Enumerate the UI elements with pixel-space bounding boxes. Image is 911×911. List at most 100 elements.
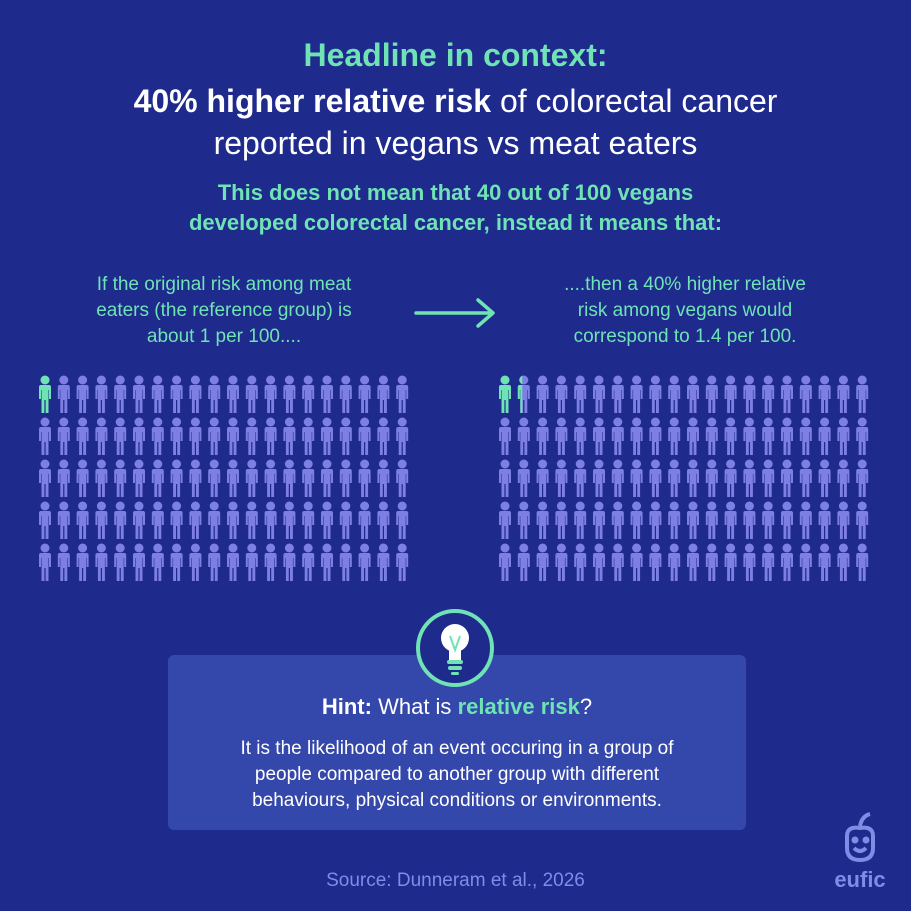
person-icon — [499, 375, 511, 413]
person-icon — [339, 375, 352, 413]
person-icon — [649, 543, 662, 581]
person-icon — [133, 543, 145, 581]
subtitle-line: This does not mean that 40 out of 100 ve… — [217, 180, 694, 205]
person-icon — [151, 501, 164, 539]
person-icon — [95, 417, 108, 455]
person-icon — [114, 501, 127, 539]
person-icon — [649, 417, 662, 455]
person-icon — [536, 501, 549, 539]
person-icon — [245, 417, 258, 455]
person-icon — [517, 501, 530, 539]
arrow — [414, 298, 495, 328]
person-icon — [818, 417, 831, 455]
person-icon — [57, 543, 70, 581]
person-icon — [781, 375, 793, 413]
person-icon — [593, 417, 605, 455]
headline-line: reported in vegans vs meat eaters — [213, 125, 698, 161]
person-icon — [321, 459, 333, 497]
person-icon — [189, 459, 202, 497]
headline-line: of colorectal cancer — [499, 83, 778, 119]
person-icon — [536, 417, 549, 455]
person-icon — [687, 375, 699, 413]
person-icon — [95, 543, 108, 581]
person-icon — [555, 375, 568, 413]
left-line: If the original risk among meat — [96, 274, 352, 295]
right-line: risk among vegans would — [577, 300, 793, 321]
left-line: eaters (the reference group) is — [96, 300, 352, 321]
person-icon — [593, 375, 605, 413]
person-icon — [837, 375, 850, 413]
person-icon — [189, 543, 202, 581]
person-icon — [743, 543, 756, 581]
person-icon — [705, 543, 718, 581]
person-icon — [724, 375, 737, 413]
hint-term: relative risk — [457, 694, 580, 719]
person-icon — [151, 543, 164, 581]
person-icon — [170, 375, 183, 413]
subtitle-line: developed colorectal cancer, instead it … — [188, 210, 723, 235]
person-icon — [818, 459, 831, 497]
person-icon — [114, 543, 127, 581]
person-icon — [611, 375, 624, 413]
person-icon — [705, 375, 718, 413]
person-icon — [339, 459, 352, 497]
logo-text: eufic — [834, 867, 886, 892]
person-icon — [555, 501, 568, 539]
person-icon — [396, 459, 409, 497]
person-icon — [593, 543, 605, 581]
right-line: correspond to 1.4 per 100. — [573, 326, 797, 347]
person-icon — [114, 459, 127, 497]
person-icon — [837, 543, 850, 581]
hint-label: Hint: — [321, 694, 372, 719]
person-icon — [705, 501, 718, 539]
person-icon — [283, 375, 296, 413]
person-icon — [856, 501, 869, 539]
person-icon — [245, 501, 258, 539]
person-icon — [781, 459, 793, 497]
person-icon — [781, 543, 793, 581]
person-icon — [396, 501, 409, 539]
person-icon — [799, 375, 812, 413]
person-icon — [377, 417, 390, 455]
person-icon — [358, 459, 371, 497]
person-icon — [227, 543, 239, 581]
person-icon — [283, 543, 296, 581]
person-icon — [687, 543, 699, 581]
person-icon — [499, 417, 511, 455]
person-icon — [377, 375, 390, 413]
person-icon — [705, 459, 718, 497]
person-icon — [189, 375, 202, 413]
person-icon — [321, 501, 333, 539]
person-icon — [536, 375, 549, 413]
person-icon — [321, 543, 333, 581]
person-icon — [227, 375, 239, 413]
person-icon — [321, 375, 333, 413]
person-icon — [76, 543, 89, 581]
person-icon — [762, 417, 775, 455]
person-icon — [227, 417, 239, 455]
person-icon — [856, 543, 869, 581]
person-icon — [668, 375, 681, 413]
hint-box — [168, 655, 746, 830]
person-icon — [724, 501, 737, 539]
person-icon — [245, 543, 258, 581]
person-icon — [208, 375, 221, 413]
person-icon — [762, 459, 775, 497]
hint-line: behaviours, physical conditions or envir… — [252, 790, 662, 811]
person-icon — [856, 375, 869, 413]
person-icon — [536, 459, 549, 497]
person-icon — [555, 417, 568, 455]
person-icon — [781, 417, 793, 455]
right-text: ....then a 40% higher relative risk amon… — [505, 272, 865, 350]
person-icon — [649, 501, 662, 539]
person-icon — [95, 375, 108, 413]
person-icon — [743, 459, 756, 497]
person-icon — [555, 543, 568, 581]
person-icon — [396, 375, 409, 413]
person-icon — [358, 375, 371, 413]
person-icon — [170, 501, 183, 539]
person-icon — [302, 417, 315, 455]
